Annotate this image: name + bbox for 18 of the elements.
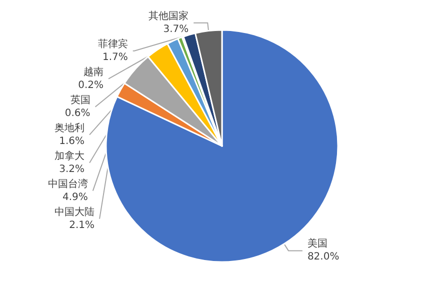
- data-label: 1.6%: [59, 136, 84, 147]
- data-label: 82.0%: [307, 252, 340, 263]
- slice-label: 奥地利: [54, 122, 84, 134]
- data-label: 3.7%: [163, 24, 189, 35]
- slice-label: 英国: [70, 94, 90, 106]
- slice-label: 中国大陆: [54, 206, 95, 218]
- data-label: 4.9%: [62, 192, 88, 203]
- data-label: 3.2%: [59, 164, 85, 175]
- slice-label: 美国: [307, 238, 328, 250]
- slice-label: 菲律宾: [98, 38, 128, 50]
- slice-label: 越南: [84, 66, 104, 78]
- data-label: 0.6%: [64, 108, 90, 119]
- data-label: 2.1%: [69, 220, 95, 231]
- data-label: 1.7%: [102, 52, 128, 63]
- slice-label: 其他国家: [148, 10, 189, 22]
- slice-label: 中国台湾: [48, 178, 88, 190]
- slice-label: 加拿大: [54, 150, 85, 162]
- data-label: 0.2%: [78, 80, 104, 91]
